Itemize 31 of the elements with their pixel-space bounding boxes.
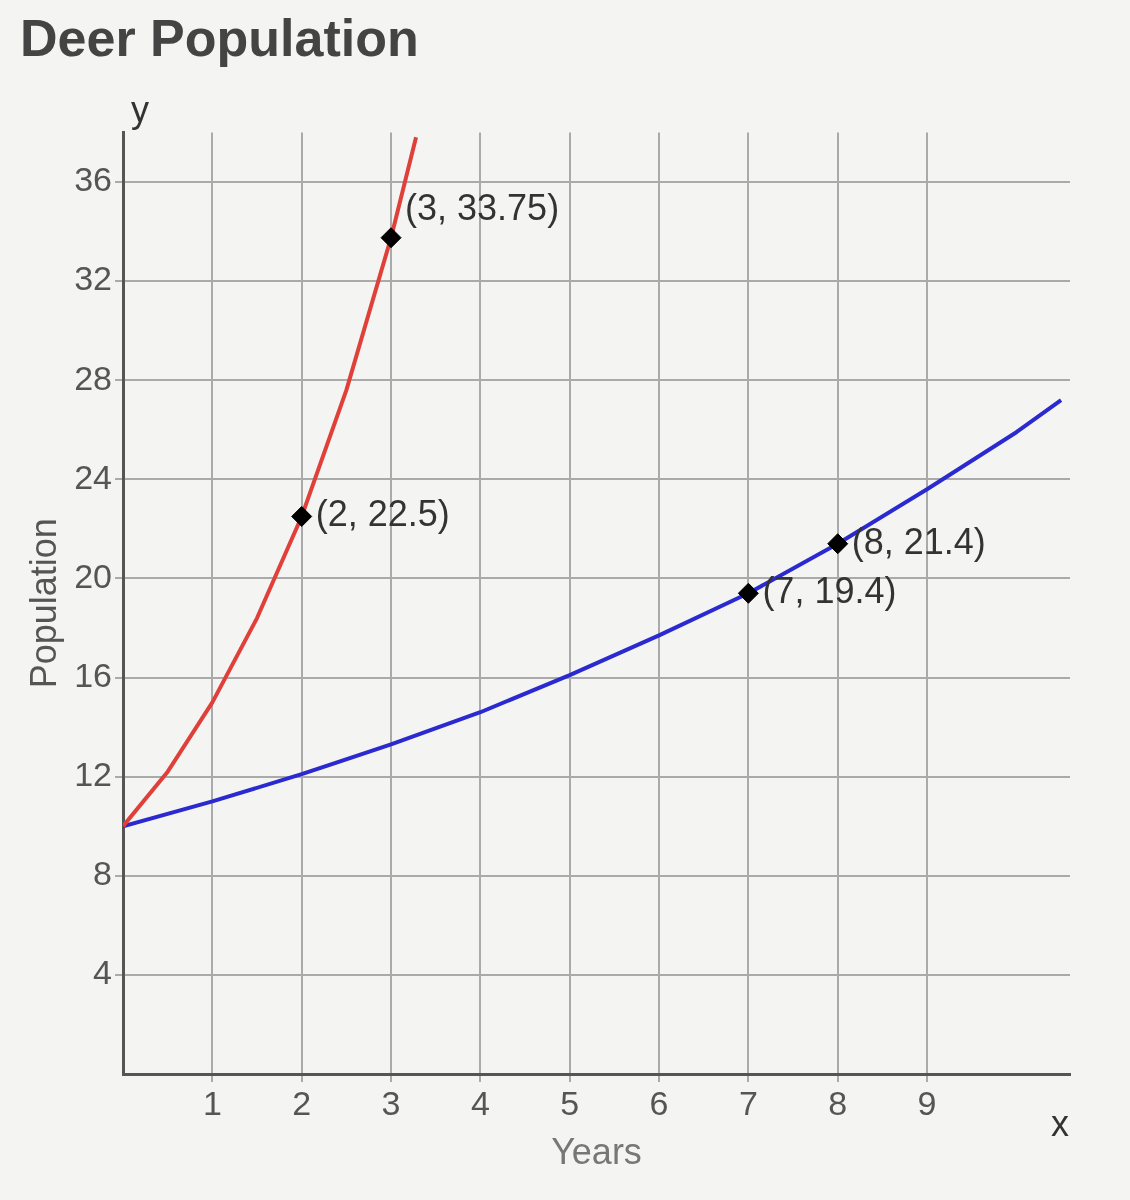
y-tick-label: 8 <box>93 854 113 893</box>
y-tick-label: 24 <box>74 457 113 496</box>
x-tick-label: 2 <box>292 1083 312 1122</box>
y-tick-label: 36 <box>74 160 113 199</box>
y-tick-label: 20 <box>74 556 113 595</box>
text: x <box>1051 1102 1069 1144</box>
y-tick-label: 32 <box>74 259 113 298</box>
annotation: (8, 21.4) <box>851 520 986 562</box>
x-tick-label: 9 <box>917 1083 937 1122</box>
chart-title: Deer Population <box>20 8 419 67</box>
x-tick-label: 5 <box>560 1083 580 1122</box>
point <box>737 582 759 604</box>
y-tick-label: 16 <box>74 655 113 694</box>
y-tick-label: 4 <box>93 953 113 992</box>
x-tick-label: 3 <box>381 1083 401 1122</box>
x-tick-label: 7 <box>738 1083 758 1122</box>
y-tick-label: 12 <box>74 755 113 794</box>
point <box>827 533 849 555</box>
x-tick-label: 8 <box>828 1083 848 1122</box>
point <box>380 227 402 249</box>
annotation: (2, 22.5) <box>315 493 450 535</box>
x-tick-label: 1 <box>202 1083 222 1122</box>
x-tick-label: 4 <box>470 1083 490 1122</box>
annotation: (7, 19.4) <box>762 570 897 612</box>
y-axis-title: Population <box>22 518 64 689</box>
y-tick-label: 28 <box>74 358 113 397</box>
point <box>291 505 313 527</box>
annotation: (3, 33.75) <box>405 186 560 228</box>
x-tick-label: 6 <box>649 1083 669 1122</box>
text: y <box>131 89 150 131</box>
x-axis-title: Years <box>551 1131 642 1173</box>
